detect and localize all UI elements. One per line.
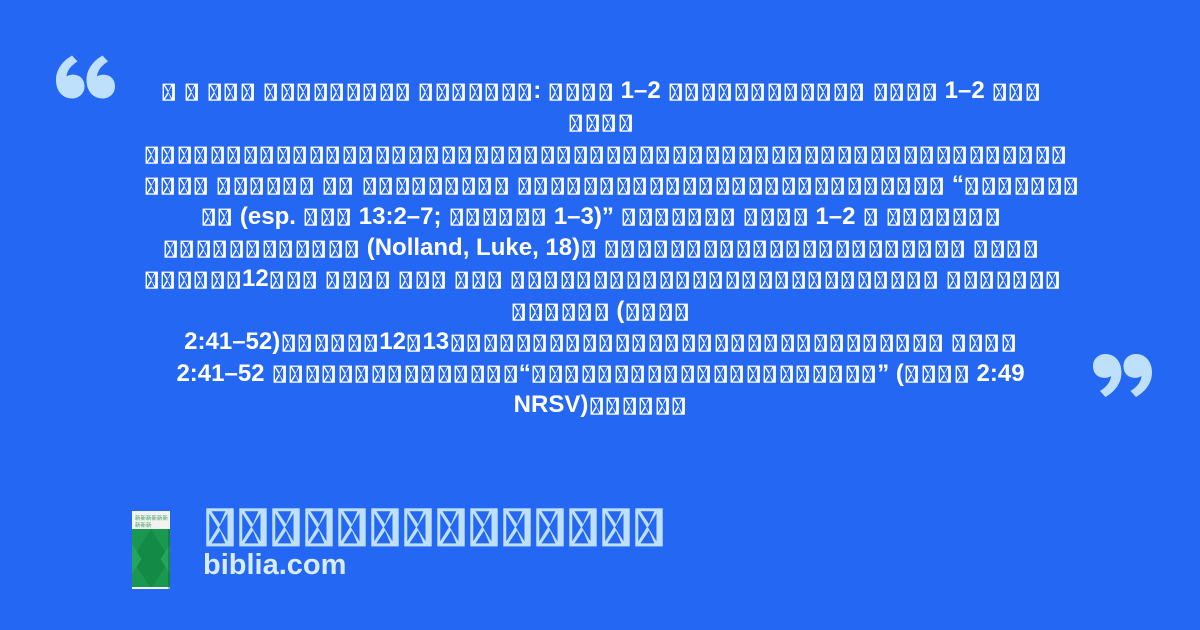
svg-text:新新新新新新: 新新新新新新 <box>135 514 169 522</box>
svg-text:新新新: 新新新 <box>135 521 152 529</box>
